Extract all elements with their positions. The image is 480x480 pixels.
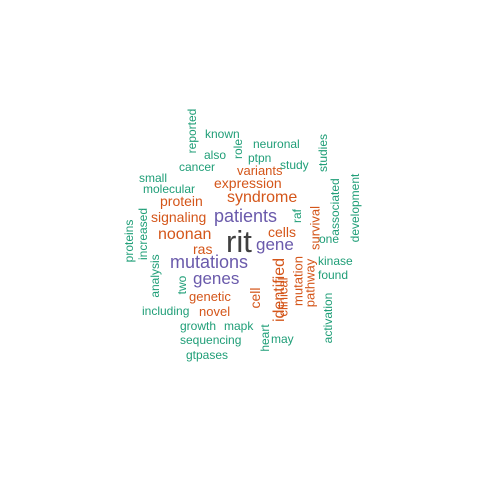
word-cells: cells bbox=[268, 224, 297, 240]
word-genes: genes bbox=[193, 269, 240, 288]
word-syndrome: syndrome bbox=[227, 189, 298, 206]
word-novel: novel bbox=[199, 304, 231, 319]
word-ras: ras bbox=[193, 241, 213, 257]
word-kinase: kinase bbox=[318, 254, 353, 268]
word-growth: growth bbox=[180, 319, 217, 333]
word-small: small bbox=[139, 171, 168, 185]
word-noonan: noonan bbox=[158, 226, 212, 243]
word-proteins: proteins bbox=[122, 219, 136, 263]
word-rit: rit bbox=[226, 224, 252, 259]
word-raf: raf bbox=[290, 208, 304, 224]
word-found: found bbox=[318, 268, 349, 282]
word-clinical: clinical bbox=[275, 277, 291, 317]
word-protein: protein bbox=[160, 193, 203, 209]
word-expression: expression bbox=[214, 175, 282, 191]
word-ptpn: ptpn bbox=[248, 151, 272, 165]
word-one: one bbox=[319, 232, 340, 246]
word-studies: studies bbox=[316, 133, 330, 173]
word-two: two bbox=[175, 275, 189, 295]
word-cell: cell bbox=[247, 287, 263, 309]
word-pathway: pathway bbox=[302, 258, 318, 308]
word-may: may bbox=[271, 332, 294, 346]
word-mapk: mapk bbox=[224, 319, 254, 333]
word-genetic: genetic bbox=[189, 289, 231, 304]
word-signaling: signaling bbox=[151, 209, 207, 225]
word-cancer: cancer bbox=[179, 160, 216, 174]
word-variants: variants bbox=[237, 163, 283, 178]
word-heart: heart bbox=[258, 324, 272, 352]
word-gtpases: gtpases bbox=[186, 348, 229, 362]
word-including: including bbox=[142, 304, 190, 318]
word-patients: patients bbox=[214, 206, 278, 226]
word-role: role bbox=[231, 138, 245, 160]
word-neuronal: neuronal bbox=[253, 137, 300, 151]
word-development: development bbox=[348, 173, 362, 243]
word-associated: associated bbox=[328, 178, 342, 236]
word-gene: gene bbox=[256, 235, 294, 254]
word-reported: reported bbox=[185, 108, 199, 154]
word-sequencing: sequencing bbox=[180, 333, 242, 347]
word-analysis: analysis bbox=[148, 254, 162, 298]
word-mutations: mutations bbox=[170, 252, 249, 272]
word-known: known bbox=[205, 127, 240, 141]
word-study: study bbox=[280, 158, 309, 172]
word-also: also bbox=[204, 148, 227, 162]
word-increased: increased bbox=[136, 207, 150, 261]
word-activation: activation bbox=[321, 292, 335, 344]
word-molecular: molecular bbox=[143, 182, 196, 196]
